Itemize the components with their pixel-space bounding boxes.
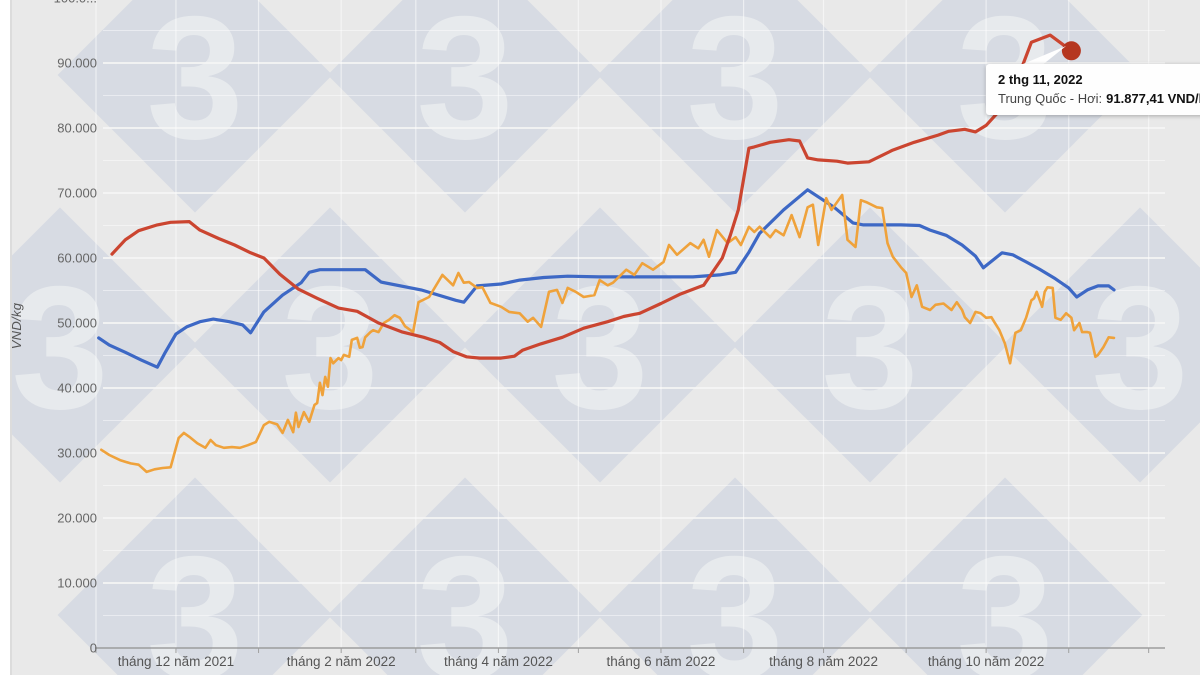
x-tick-label: tháng 2 năm 2022: [287, 654, 396, 669]
y-axis-title: VND/kg: [9, 302, 24, 350]
series-line-orange[interactable]: [100, 193, 1116, 474]
watermark-glyph: 3: [146, 0, 243, 176]
y-axis-labels: 0 10.000 20.000 30.000 40.000 50.000 60.000 70.…: [54, 0, 97, 656]
watermark-diamond: 3: [597, 477, 873, 675]
watermark-diamond: 3: [732, 207, 1008, 483]
tooltip-series-line: Trung Quốc - Hơi:91.877,41 VND/kg: [998, 91, 1200, 106]
y-tick-label: 0: [90, 641, 97, 656]
watermark-glyph: 3: [11, 251, 108, 446]
watermark-diamond: 3: [462, 207, 738, 483]
watermark-diamond: 3: [57, 477, 333, 675]
tooltip-series-label: Trung Quốc - Hơi:: [998, 91, 1103, 106]
y-tick-label: 30.000: [57, 446, 97, 461]
y-tick-label: 80.000: [57, 121, 97, 136]
x-tick-label: tháng 8 năm 2022: [769, 654, 878, 669]
watermark-glyph: 3: [1091, 251, 1188, 446]
y-tick-label: 40.000: [57, 381, 97, 396]
y-tick-label: 70.000: [57, 186, 97, 201]
watermark-glyph: 3: [686, 0, 783, 176]
watermark-diamond: 3: [327, 477, 603, 675]
hovered-point-marker[interactable]: [1061, 41, 1081, 61]
y-tick-label: 90.000: [57, 56, 97, 71]
x-tick-label: tháng 4 năm 2022: [444, 654, 553, 669]
watermark-glyph: 3: [416, 0, 513, 176]
tooltip-date: 2 thg 11, 2022: [998, 72, 1083, 87]
watermark-diamond: 3: [597, 0, 873, 213]
tooltip: 2 thg 11, 2022 Trung Quốc - Hơi: 91.877,4…: [986, 64, 1200, 115]
tooltip-value: 91.877,41 VND/kg: [1106, 91, 1200, 106]
watermark-glyph: 3: [146, 521, 243, 675]
x-tick-label: tháng 6 năm 2022: [607, 654, 716, 669]
y-tick-label: 50.000: [57, 316, 97, 331]
x-axis-labels: tháng 12 năm 2021 tháng 2 năm 2022 tháng 4…: [118, 654, 1045, 669]
y-tick-label: 100.0...: [54, 0, 97, 6]
watermark-glyph: 3: [686, 521, 783, 675]
watermark-glyph: 3: [956, 521, 1053, 675]
x-axis: [95, 647, 1165, 653]
watermark-glyph: 3: [551, 251, 648, 446]
watermark-diamond: 3: [0, 207, 198, 483]
watermark-glyph: 3: [821, 251, 918, 446]
watermark-glyph: 3: [416, 521, 513, 675]
watermark-diamond: 3: [1002, 207, 1200, 483]
x-tick-label: tháng 12 năm 2021: [118, 654, 234, 669]
y-tick-label: 20.000: [57, 511, 97, 526]
y-gridlines-major: [103, 62, 1165, 584]
y-gridlines-minor: [103, 30, 1165, 616]
watermark-diamond: 3: [57, 0, 333, 213]
watermark-diamond: 3: [327, 0, 603, 213]
y-tick-label: 60.000: [57, 251, 97, 266]
watermark-diamond: 3: [867, 477, 1143, 675]
left-margin: [0, 0, 12, 675]
watermark-diamond: 3: [192, 207, 468, 483]
series-line-trung-quoc-hoi[interactable]: [110, 33, 1074, 360]
x-tick-label: tháng 10 năm 2022: [928, 654, 1044, 669]
y-tick-label: 10.000: [57, 576, 97, 591]
